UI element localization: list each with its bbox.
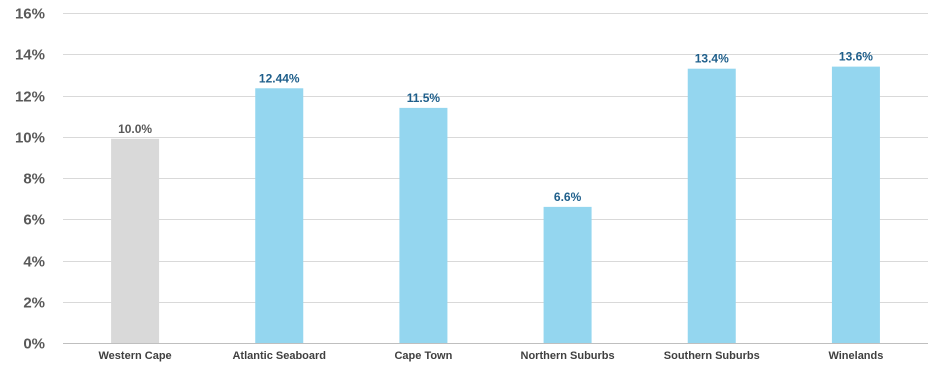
x-tick-label: Winelands <box>828 350 883 362</box>
x-tick-label: Cape Town <box>394 350 452 362</box>
data-labels: 10.0% 12.44% 11.5% 6.6% 13.4% 13.6% <box>118 50 873 204</box>
data-label: 13.6% <box>839 50 873 64</box>
bar-northern-suburbs <box>543 206 592 343</box>
y-tick-label: 16% <box>15 6 45 23</box>
bar-southern-suburbs <box>687 68 736 343</box>
y-tick-label: 6% <box>23 212 45 229</box>
x-tick-label: Southern Suburbs <box>664 350 760 362</box>
gridlines <box>63 13 928 344</box>
bar-western-cape <box>111 138 160 343</box>
y-tick-label: 8% <box>23 171 45 188</box>
y-axis-tick-labels: 0% 2% 4% 6% 8% 10% 12% 14% 16% <box>15 6 45 353</box>
y-tick-label: 14% <box>15 47 45 64</box>
x-axis-tick-labels: Western Cape Atlantic Seaboard Cape Town No… <box>99 350 884 362</box>
x-tick-label: Western Cape <box>99 350 172 362</box>
data-label: 11.5% <box>407 91 441 105</box>
y-tick-label: 2% <box>23 295 45 312</box>
y-tick-label: 10% <box>15 130 45 147</box>
data-label: 13.4% <box>695 52 729 66</box>
data-label: 10.0% <box>118 122 152 136</box>
x-tick-label: Northern Suburbs <box>521 350 615 362</box>
y-tick-label: 4% <box>23 254 45 271</box>
bar-cape-town <box>399 107 448 343</box>
data-label: 12.44% <box>259 71 300 85</box>
y-tick-label: 0% <box>23 336 45 353</box>
bar-winelands <box>831 66 880 343</box>
x-tick-label: Atlantic Seaboard <box>232 350 326 362</box>
bars <box>111 66 880 343</box>
bar-atlantic-seaboard <box>255 88 304 343</box>
y-tick-label: 12% <box>15 89 45 106</box>
data-label: 6.6% <box>554 190 582 204</box>
